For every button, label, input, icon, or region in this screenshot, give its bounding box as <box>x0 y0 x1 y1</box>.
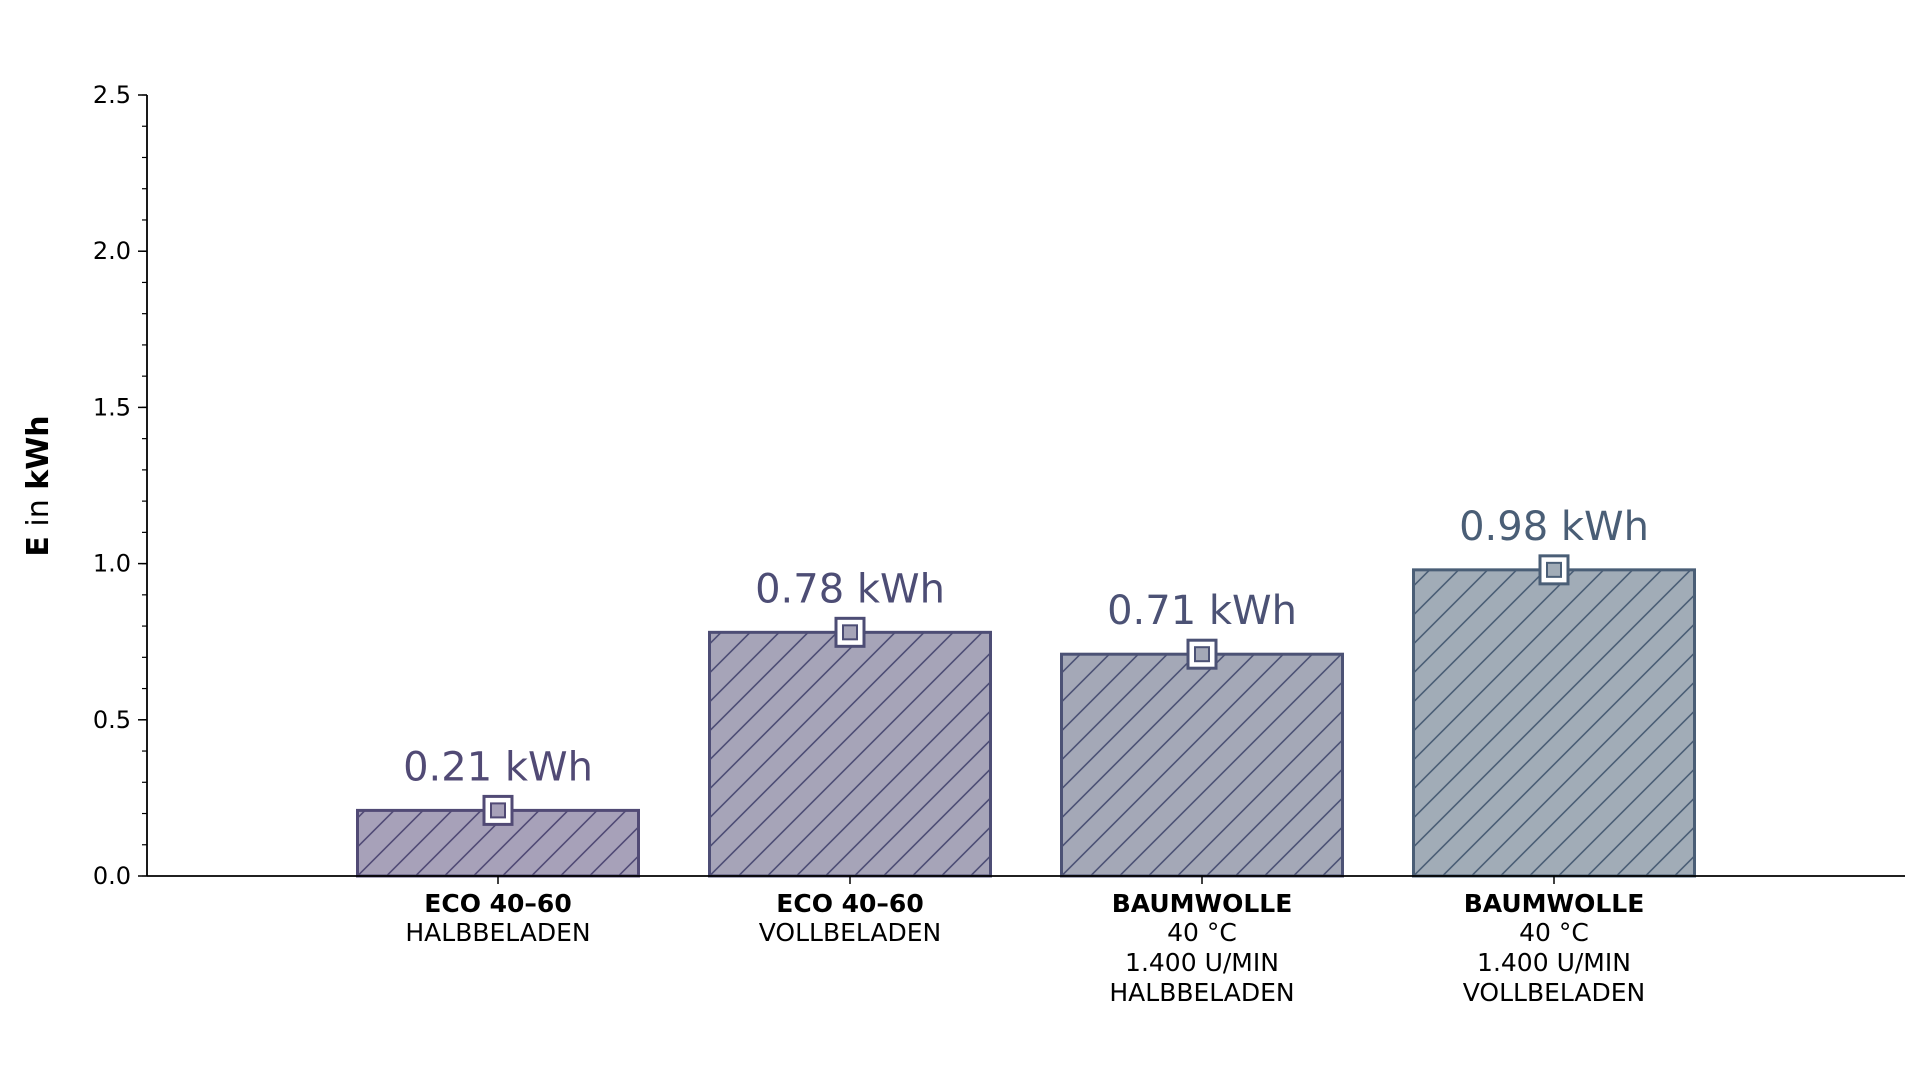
category-label-line: 1.400 U/MIN <box>1477 948 1631 977</box>
y-tick-label: 1.5 <box>93 393 131 421</box>
category-label-line: HALBBELADEN <box>1109 978 1294 1007</box>
category-label-title: BAUMWOLLE <box>1112 889 1293 918</box>
y-axis-label-symbol: E <box>21 536 56 557</box>
data-label: 0.78 kWh <box>755 566 945 612</box>
axes-group <box>138 94 1905 884</box>
category-label-title: ECO 40–60 <box>776 889 923 918</box>
bar <box>1060 652 1344 878</box>
y-tick-label: 2.0 <box>93 237 131 265</box>
category-label-line: 40 °C <box>1167 918 1237 947</box>
value-marker-inner <box>490 802 506 819</box>
y-tick-label: 0.5 <box>93 706 131 734</box>
value-marker-inner <box>842 624 858 641</box>
category-label-line: VOLLBELADEN <box>1463 978 1646 1007</box>
y-tick-label: 0.0 <box>93 862 131 890</box>
value-marker-inner <box>1546 561 1562 578</box>
y-tick-label: 2.5 <box>93 81 131 109</box>
data-label: 0.21 kWh <box>403 744 593 790</box>
y-axis-label-unit: kWh <box>21 415 56 489</box>
data-label: 0.71 kWh <box>1107 588 1297 634</box>
bars-group <box>356 554 1696 878</box>
category-label-line: 40 °C <box>1519 918 1589 947</box>
category-label-title: BAUMWOLLE <box>1464 889 1645 918</box>
y-axis-label-in: in <box>21 490 56 536</box>
bar <box>1412 568 1696 878</box>
value-marker-inner <box>1194 646 1210 663</box>
category-label-line: HALBBELADEN <box>405 918 590 947</box>
data-label: 0.98 kWh <box>1459 504 1649 550</box>
y-tick-label: 1.0 <box>93 550 131 578</box>
category-label-title: ECO 40–60 <box>424 889 571 918</box>
bar <box>708 630 992 878</box>
y-axis-label: E in kWh <box>21 415 56 556</box>
category-label-line: VOLLBELADEN <box>759 918 942 947</box>
category-label-line: 1.400 U/MIN <box>1125 948 1279 977</box>
